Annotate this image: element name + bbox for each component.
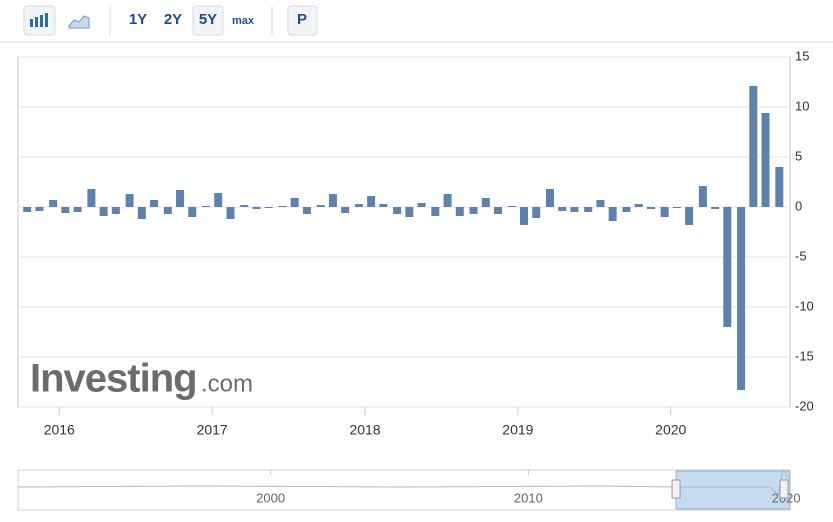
print-label: P [297, 11, 307, 28]
bar [163, 207, 172, 214]
area-icon [68, 15, 90, 29]
bar [545, 189, 554, 207]
bar [761, 113, 770, 207]
bar [137, 207, 146, 219]
x-tick-label: 2019 [502, 422, 533, 438]
bar [660, 207, 669, 217]
bar [646, 207, 655, 209]
navigator-tick-label: 2000 [256, 490, 285, 505]
bar [596, 200, 605, 207]
bar [202, 206, 211, 207]
bar [111, 207, 120, 214]
bar [775, 167, 784, 207]
bar [455, 207, 464, 216]
bar [405, 207, 414, 217]
bar [558, 207, 567, 211]
range-button[interactable]: 5Y [199, 11, 217, 28]
bar [49, 200, 58, 207]
bar [150, 200, 159, 207]
bar [520, 207, 529, 225]
bar [125, 194, 134, 207]
toolbar: 1Y 2Y 5Y max P [23, 5, 318, 36]
bar [87, 189, 96, 207]
bar [417, 203, 426, 207]
bar [188, 207, 197, 217]
bar [302, 207, 311, 214]
range-button[interactable]: 2Y [164, 11, 182, 28]
bar [685, 207, 694, 225]
range-button[interactable]: max [232, 15, 255, 27]
bar [23, 207, 32, 212]
bar [723, 207, 732, 327]
bar [698, 186, 707, 207]
bar [99, 207, 108, 216]
bar [73, 207, 82, 212]
bar [341, 207, 350, 213]
bar [278, 206, 287, 207]
bar [393, 207, 402, 214]
bar [431, 207, 440, 216]
y-tick-label: -15 [795, 348, 814, 363]
y-tick-label: -20 [795, 398, 814, 413]
bar [316, 205, 325, 207]
range-button[interactable]: 1Y [129, 11, 147, 28]
bar [61, 207, 70, 213]
bar [264, 207, 273, 208]
bar [672, 207, 681, 208]
bar [507, 206, 516, 207]
x-tick-label: 2017 [197, 422, 228, 438]
y-tick-label: 10 [795, 98, 809, 113]
bar [711, 207, 720, 209]
print-button[interactable] [287, 5, 318, 36]
bar [481, 198, 490, 207]
bar [469, 207, 478, 214]
bar [443, 194, 452, 207]
bar [35, 207, 44, 211]
navigator-selection [675, 470, 791, 510]
x-tick-label: 2018 [349, 422, 380, 438]
y-tick-label: 0 [795, 198, 802, 213]
bar-icon [30, 13, 48, 27]
watermark-suffix: .com [201, 370, 253, 397]
bar [379, 204, 388, 207]
bar [749, 86, 758, 207]
navigator-handle[interactable] [779, 479, 789, 499]
y-tick-label: 5 [795, 148, 802, 163]
bar [737, 207, 746, 390]
bar [214, 193, 223, 207]
bar [176, 190, 185, 207]
bar [290, 198, 299, 207]
y-tick-label: -5 [795, 248, 807, 263]
navigator-handle[interactable] [671, 479, 681, 499]
bar [226, 207, 235, 219]
bar [532, 207, 541, 218]
bar [570, 207, 579, 212]
bar [354, 204, 363, 207]
bar-chart-button[interactable] [23, 5, 56, 36]
active-range-box [192, 5, 224, 36]
x-tick-label: 2020 [655, 422, 686, 438]
navigator [17, 469, 791, 511]
bar [367, 196, 376, 207]
y-tick-label: -10 [795, 298, 814, 313]
navigator-tick-label: 2010 [514, 490, 543, 505]
bar [240, 205, 249, 207]
bar [634, 204, 643, 207]
watermark-brand: Investing [30, 357, 197, 401]
y-tick-label: 15 [795, 48, 809, 63]
bar [494, 207, 503, 214]
bar [328, 194, 337, 207]
bar [584, 207, 593, 212]
bar [252, 207, 261, 209]
bar [622, 207, 631, 212]
x-tick-label: 2016 [44, 422, 75, 438]
bar [608, 207, 617, 221]
